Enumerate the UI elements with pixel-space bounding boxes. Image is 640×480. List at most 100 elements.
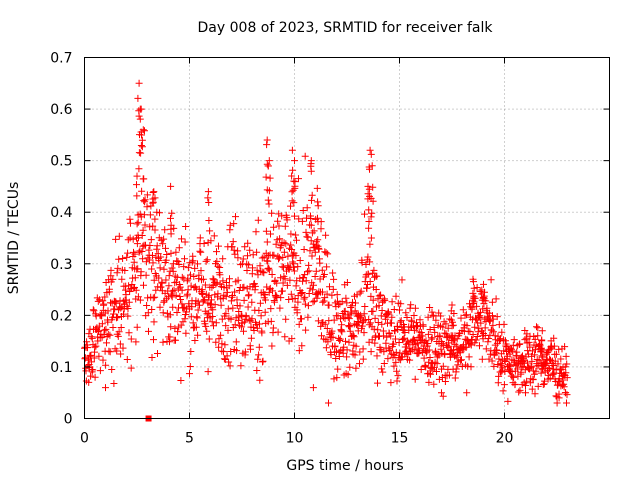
- data-point: [538, 352, 546, 360]
- data-point: [140, 175, 148, 183]
- data-point: [424, 313, 432, 321]
- data-point: [336, 337, 344, 344]
- data-point: [161, 226, 169, 234]
- data-point: [274, 328, 282, 336]
- data-point: [288, 335, 296, 343]
- data-point: [449, 336, 457, 344]
- data-point: [550, 334, 558, 342]
- data-point: [509, 347, 517, 355]
- data-point: [251, 282, 259, 290]
- data-point: [252, 321, 260, 329]
- data-point: [167, 249, 175, 257]
- data-point: [350, 333, 358, 341]
- data-point: [147, 202, 155, 210]
- data-point: [196, 247, 204, 255]
- data-point: [345, 323, 353, 331]
- data-point: [181, 238, 189, 246]
- data-point: [151, 194, 159, 202]
- data-point: [314, 198, 322, 206]
- data-point: [326, 283, 333, 291]
- data-point: [311, 248, 319, 256]
- y-tick-label: 0.3: [50, 257, 72, 273]
- data-point: [182, 223, 190, 230]
- data-point: [181, 255, 188, 263]
- data-point: [297, 289, 305, 297]
- data-point: [360, 329, 368, 337]
- data-point: [410, 335, 418, 343]
- data-point: [114, 332, 122, 340]
- data-point: [245, 261, 253, 269]
- data-point: [506, 361, 514, 369]
- data-point: [112, 299, 120, 307]
- data-point: [398, 353, 406, 361]
- data-point: [442, 320, 450, 328]
- data-point: [433, 368, 440, 375]
- data-point: [342, 294, 350, 302]
- data-point: [490, 362, 498, 370]
- data-point: [135, 234, 142, 242]
- data-point: [137, 142, 145, 149]
- data-point: [138, 131, 145, 139]
- data-point: [441, 329, 449, 337]
- data-point: [104, 318, 112, 326]
- data-point: [298, 315, 305, 323]
- data-point: [500, 381, 508, 389]
- data-point: [489, 315, 497, 323]
- data-point: [316, 259, 324, 267]
- data-point: [467, 363, 475, 371]
- data-point: [133, 192, 141, 200]
- data-point: [254, 271, 262, 279]
- data-point: [360, 310, 368, 318]
- data-point: [205, 199, 213, 206]
- data-point: [378, 307, 386, 314]
- data-point: [294, 298, 302, 306]
- data-point: [257, 312, 265, 320]
- data-point: [288, 146, 296, 154]
- data-point: [265, 157, 273, 165]
- data-point: [138, 232, 146, 239]
- data-point: [452, 365, 460, 373]
- data-point: [528, 357, 536, 365]
- data-point: [321, 320, 329, 328]
- data-point: [268, 209, 276, 217]
- data-point: [365, 316, 373, 323]
- data-point: [219, 277, 227, 285]
- data-point: [465, 353, 473, 361]
- data-point: [261, 308, 269, 316]
- data-point: [91, 343, 99, 351]
- data-point: [497, 335, 504, 343]
- data-point: [351, 307, 359, 315]
- data-point: [151, 226, 159, 234]
- data-point: [427, 370, 434, 378]
- data-point: [428, 334, 436, 342]
- data-point: [163, 251, 171, 258]
- data-point: [179, 318, 187, 326]
- data-point: [227, 348, 235, 355]
- data-point: [222, 292, 230, 300]
- data-point: [474, 328, 482, 336]
- data-point: [264, 196, 272, 204]
- data-point: [167, 323, 175, 331]
- data-point: [323, 290, 331, 298]
- data-point: [256, 320, 263, 328]
- data-point: [82, 367, 90, 375]
- data-point: [398, 276, 406, 284]
- data-point: [280, 248, 288, 256]
- data-point: [280, 239, 288, 247]
- plot-frame: [84, 57, 610, 419]
- data-point: [192, 323, 200, 331]
- data-point: [292, 252, 300, 260]
- data-point: [281, 333, 289, 341]
- data-point: [136, 105, 144, 113]
- data-point: [272, 292, 280, 300]
- data-point: [284, 252, 292, 260]
- data-point: [367, 150, 375, 158]
- data-point: [444, 333, 452, 341]
- data-point: [380, 332, 388, 340]
- data-point: [237, 261, 245, 269]
- data-point: [320, 297, 328, 305]
- data-point: [230, 246, 238, 254]
- data-point: [141, 196, 149, 204]
- data-point: [390, 362, 398, 370]
- data-point: [172, 248, 180, 256]
